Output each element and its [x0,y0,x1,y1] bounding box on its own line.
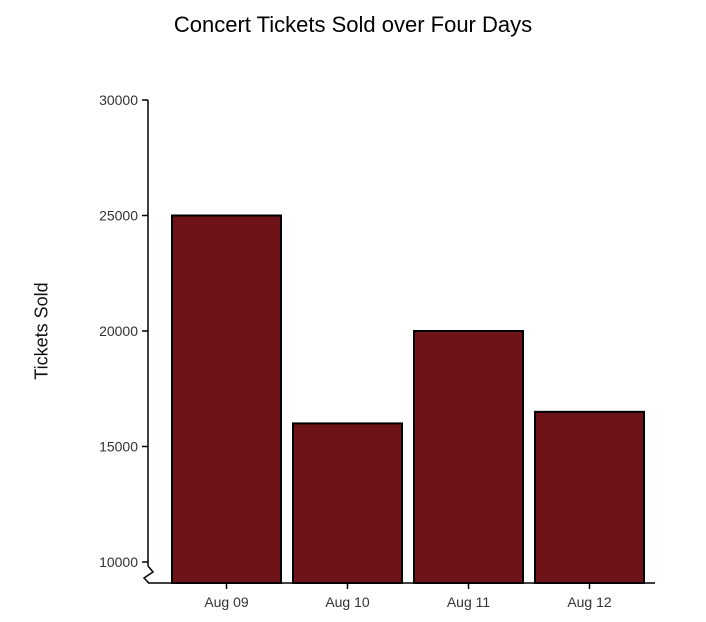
chart-title: Concert Tickets Sold over Four Days [173,12,533,37]
y-tick-label: 15000 [99,439,138,455]
axes-group: Aug 09 Aug 10 Aug 11 Aug 12 10000 15000 20000 2… [99,92,655,610]
bar-aug-09 [171,214,282,584]
axis-break-mark [142,565,155,583]
y-tick-label: 30000 [99,92,138,108]
x-tick-label: Aug 09 [204,594,249,610]
x-tick-label: Aug 11 [447,594,491,610]
bar-aug-11 [413,330,524,584]
y-tick-label: 20000 [99,323,138,339]
x-tick-label: Aug 12 [567,594,612,610]
y-tick-label: 10000 [99,554,138,570]
bar-aug-10 [292,422,403,584]
y-tick-label: 25000 [99,208,138,224]
x-tick-label: Aug 10 [325,594,370,610]
bars-group [171,214,645,584]
bar-aug-12 [534,410,645,584]
